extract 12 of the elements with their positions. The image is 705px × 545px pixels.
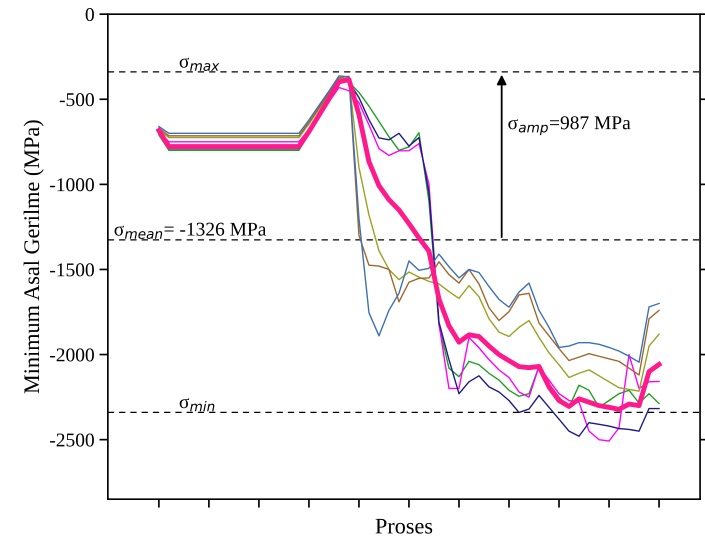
ref-line-label: σ$_{mean}$= -1326 MPa xyxy=(114,222,266,239)
y-tick-label: -1000 xyxy=(50,178,94,192)
y-tick-label: -500 xyxy=(60,93,94,106)
ref-line-label: σ$_{min}$ xyxy=(180,398,214,412)
y-tick-label: -2000 xyxy=(50,348,94,362)
ref-line-label: σ$_{max}$ xyxy=(180,58,220,71)
y-axis-title: Minimum Asal Gerilme (MPa) xyxy=(24,120,44,394)
y-tick-label: -1500 xyxy=(50,263,94,276)
annotation: σ$_{amp}$=987 MPa xyxy=(508,116,630,136)
y-tick-label: 0 xyxy=(86,8,94,22)
x-axis-title: Proses xyxy=(376,518,432,534)
y-tick-label: -2500 xyxy=(50,433,94,447)
